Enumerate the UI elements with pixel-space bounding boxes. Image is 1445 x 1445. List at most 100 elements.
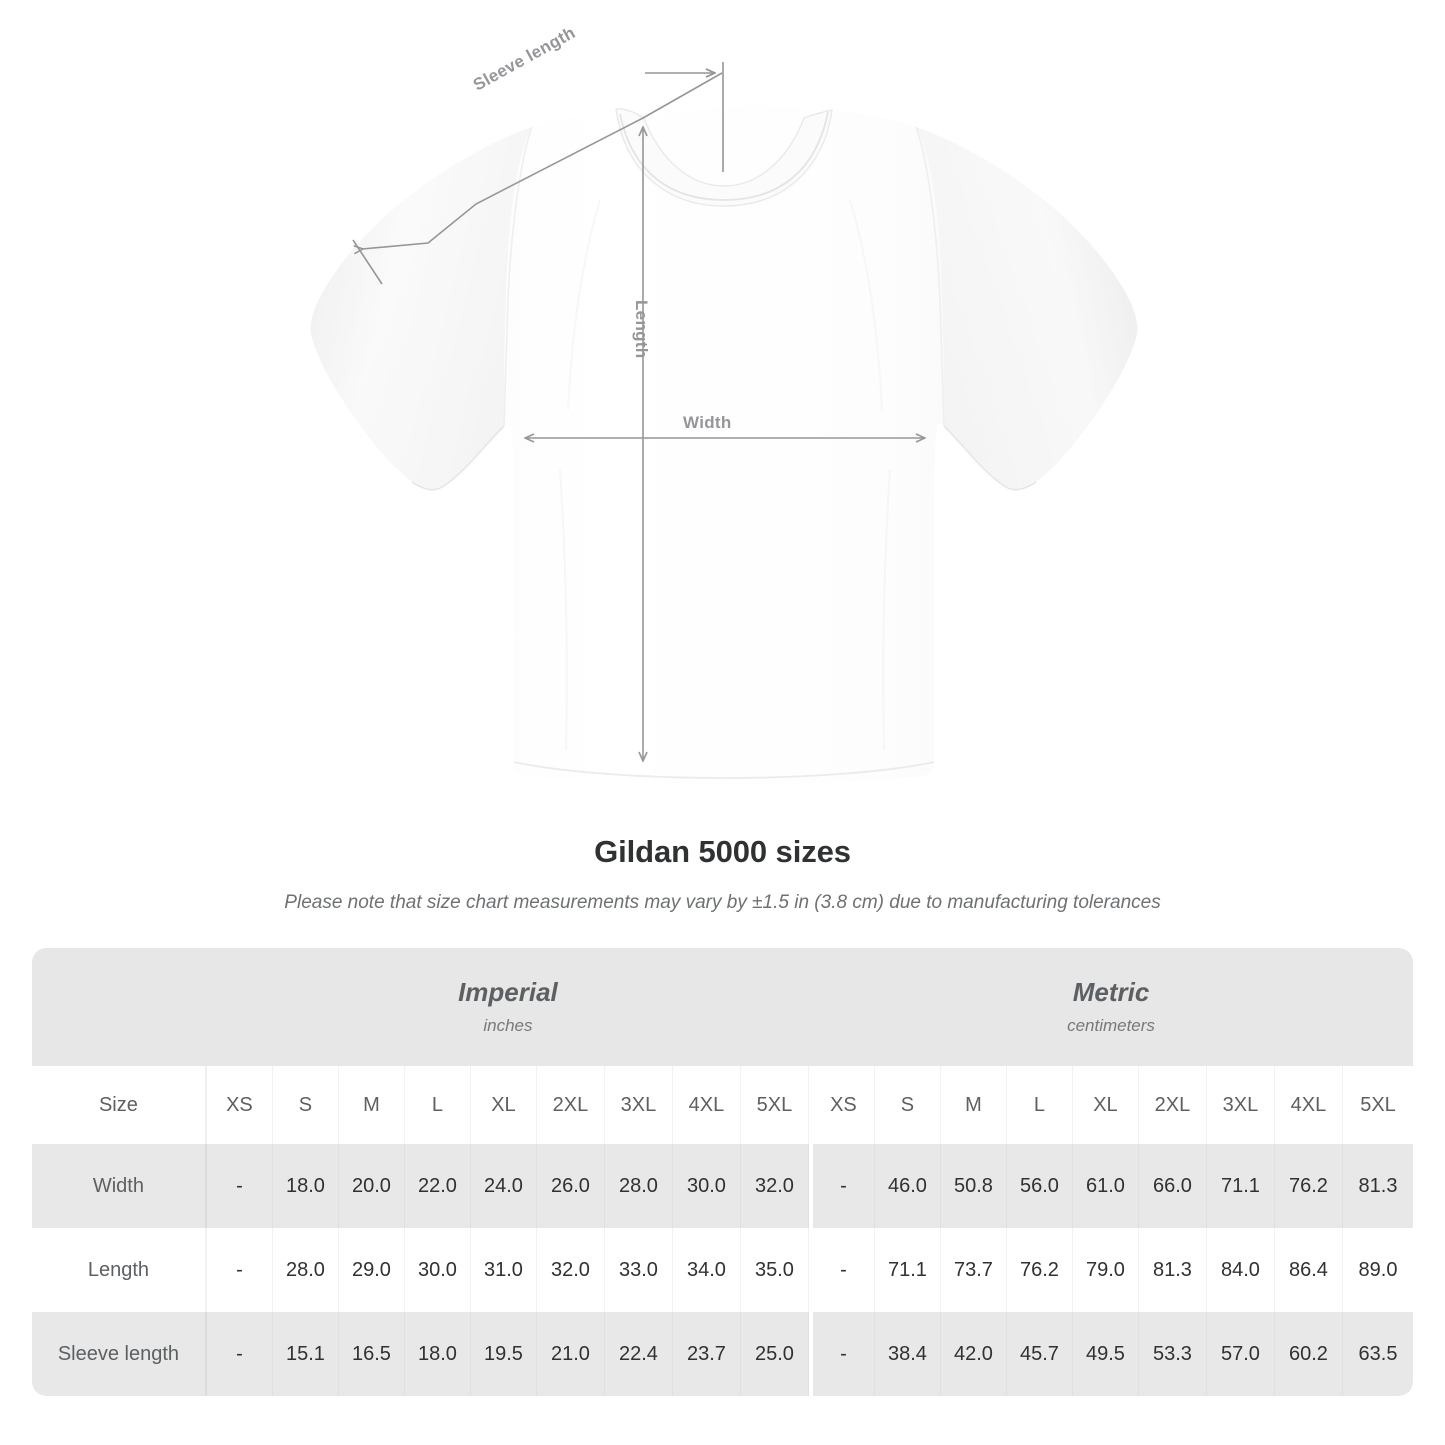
header-size-metric-5xl: 5XL bbox=[1342, 1066, 1414, 1144]
cell-length-imperial-xl: 31.0 bbox=[470, 1228, 537, 1312]
cell-width-metric-5xl: 81.3 bbox=[1342, 1144, 1414, 1228]
cell-width-metric-s: 46.0 bbox=[874, 1144, 941, 1228]
table-row: Sleeve length - 15.1 16.5 18.0 19.5 21.0… bbox=[31, 1312, 1414, 1396]
header-size-imperial-l: L bbox=[404, 1066, 471, 1144]
table-row: Length - 28.0 29.0 30.0 31.0 32.0 33.0 3… bbox=[31, 1228, 1414, 1312]
cell-length-imperial-s: 28.0 bbox=[272, 1228, 339, 1312]
cell-sleeve-metric-xs: - bbox=[808, 1312, 875, 1396]
cell-sleeve-imperial-5xl: 25.0 bbox=[740, 1312, 809, 1396]
cell-length-imperial-m: 29.0 bbox=[338, 1228, 405, 1312]
header-size-label: Size bbox=[31, 1066, 207, 1144]
row-label-length: Length bbox=[31, 1228, 207, 1312]
cell-sleeve-imperial-3xl: 22.4 bbox=[604, 1312, 673, 1396]
unit-banner-imperial: Imperial inches bbox=[206, 948, 809, 1066]
cell-width-metric-l: 56.0 bbox=[1006, 1144, 1073, 1228]
cell-width-metric-3xl: 71.1 bbox=[1206, 1144, 1275, 1228]
cell-length-metric-4xl: 86.4 bbox=[1274, 1228, 1343, 1312]
cell-length-imperial-l: 30.0 bbox=[404, 1228, 471, 1312]
cell-sleeve-metric-4xl: 60.2 bbox=[1274, 1312, 1343, 1396]
cell-sleeve-metric-s: 38.4 bbox=[874, 1312, 941, 1396]
cell-sleeve-imperial-s: 15.1 bbox=[272, 1312, 339, 1396]
tshirt-shape bbox=[310, 106, 1138, 785]
sleeve-length-guide bbox=[352, 72, 723, 285]
unit-banner-metric: Metric centimeters bbox=[808, 948, 1414, 1066]
header-size-metric-l: L bbox=[1006, 1066, 1073, 1144]
header-size-metric-4xl: 4XL bbox=[1274, 1066, 1343, 1144]
tshirt-illustration bbox=[310, 62, 1138, 785]
cell-width-imperial-2xl: 26.0 bbox=[536, 1144, 605, 1228]
size-table-container: Imperial inches Metric centimeters Size … bbox=[0, 914, 1445, 1396]
cell-length-imperial-xs: - bbox=[206, 1228, 273, 1312]
cell-width-metric-xs: - bbox=[808, 1144, 875, 1228]
cell-length-metric-2xl: 81.3 bbox=[1138, 1228, 1207, 1312]
unit-name-metric: Metric bbox=[1072, 976, 1150, 1007]
row-label-sleeve-length: Sleeve length bbox=[31, 1312, 207, 1396]
cell-width-metric-xl: 61.0 bbox=[1072, 1144, 1139, 1228]
cell-sleeve-metric-5xl: 63.5 bbox=[1342, 1312, 1414, 1396]
header-size-metric-2xl: 2XL bbox=[1138, 1066, 1207, 1144]
cell-width-imperial-l: 22.0 bbox=[404, 1144, 471, 1228]
cell-width-imperial-s: 18.0 bbox=[272, 1144, 339, 1228]
cell-sleeve-metric-xl: 49.5 bbox=[1072, 1312, 1139, 1396]
cell-length-imperial-5xl: 35.0 bbox=[740, 1228, 809, 1312]
cell-width-metric-2xl: 66.0 bbox=[1138, 1144, 1207, 1228]
unit-sub-metric: centimeters bbox=[1067, 1016, 1155, 1036]
cell-length-imperial-3xl: 33.0 bbox=[604, 1228, 673, 1312]
header-size-imperial-xs: XS bbox=[206, 1066, 273, 1144]
cell-length-metric-5xl: 89.0 bbox=[1342, 1228, 1414, 1312]
cell-sleeve-metric-2xl: 53.3 bbox=[1138, 1312, 1207, 1396]
cell-width-metric-m: 50.8 bbox=[940, 1144, 1007, 1228]
cell-sleeve-imperial-l: 18.0 bbox=[404, 1312, 471, 1396]
cell-sleeve-imperial-m: 16.5 bbox=[338, 1312, 405, 1396]
header-size-metric-s: S bbox=[874, 1066, 941, 1144]
cell-width-metric-4xl: 76.2 bbox=[1274, 1144, 1343, 1228]
header-size-metric-xl: XL bbox=[1072, 1066, 1139, 1144]
size-chart-table: Imperial inches Metric centimeters Size … bbox=[31, 948, 1414, 1396]
title-block: Gildan 5000 sizes Please note that size … bbox=[0, 830, 1445, 914]
width-dimension-label: Width bbox=[683, 413, 732, 432]
header-size-imperial-2xl: 2XL bbox=[536, 1066, 605, 1144]
cell-length-metric-m: 73.7 bbox=[940, 1228, 1007, 1312]
cell-width-imperial-3xl: 28.0 bbox=[604, 1144, 673, 1228]
cell-length-metric-xs: - bbox=[808, 1228, 875, 1312]
cell-sleeve-metric-l: 45.7 bbox=[1006, 1312, 1073, 1396]
header-size-imperial-3xl: 3XL bbox=[604, 1066, 673, 1144]
cell-width-imperial-5xl: 32.0 bbox=[740, 1144, 809, 1228]
header-size-imperial-m: M bbox=[338, 1066, 405, 1144]
cell-sleeve-imperial-4xl: 23.7 bbox=[672, 1312, 741, 1396]
cell-width-imperial-m: 20.0 bbox=[338, 1144, 405, 1228]
measurement-guides bbox=[352, 62, 924, 760]
unit-sub-imperial: inches bbox=[483, 1016, 533, 1036]
cell-length-imperial-4xl: 34.0 bbox=[672, 1228, 741, 1312]
unit-name-imperial: Imperial bbox=[458, 976, 558, 1007]
length-dimension-label: Length bbox=[632, 300, 651, 359]
header-size-metric-m: M bbox=[940, 1066, 1007, 1144]
header-size-imperial-xl: XL bbox=[470, 1066, 537, 1144]
header-size-imperial-4xl: 4XL bbox=[672, 1066, 741, 1144]
cell-width-imperial-xs: - bbox=[206, 1144, 273, 1228]
page-title: Gildan 5000 sizes bbox=[594, 834, 851, 869]
cell-sleeve-metric-m: 42.0 bbox=[940, 1312, 1007, 1396]
tolerance-note: Please note that size chart measurements… bbox=[284, 892, 1161, 913]
cell-sleeve-imperial-xl: 19.5 bbox=[470, 1312, 537, 1396]
header-size-metric-3xl: 3XL bbox=[1206, 1066, 1275, 1144]
cell-width-imperial-xl: 24.0 bbox=[470, 1144, 537, 1228]
shoulder-reference-guide bbox=[645, 62, 724, 172]
table-row: Width - 18.0 20.0 22.0 24.0 26.0 28.0 30… bbox=[31, 1144, 1414, 1228]
unit-banner-spacer bbox=[31, 948, 207, 1066]
header-size-imperial-s: S bbox=[272, 1066, 339, 1144]
cell-sleeve-imperial-xs: - bbox=[206, 1312, 273, 1396]
cell-sleeve-imperial-2xl: 21.0 bbox=[536, 1312, 605, 1396]
cell-length-metric-3xl: 84.0 bbox=[1206, 1228, 1275, 1312]
unit-banner-row: Imperial inches Metric centimeters bbox=[31, 948, 1414, 1066]
cell-length-imperial-2xl: 32.0 bbox=[536, 1228, 605, 1312]
cell-length-metric-l: 76.2 bbox=[1006, 1228, 1073, 1312]
cell-length-metric-s: 71.1 bbox=[874, 1228, 941, 1312]
row-label-width: Width bbox=[31, 1144, 207, 1228]
tshirt-diagram: Sleeve length Length Width bbox=[310, 23, 1138, 785]
cell-sleeve-metric-3xl: 57.0 bbox=[1206, 1312, 1275, 1396]
size-header-row: Size XS S M L XL 2XL 3XL 4XL 5XL XS S M … bbox=[31, 1066, 1414, 1144]
cell-length-metric-xl: 79.0 bbox=[1072, 1228, 1139, 1312]
header-size-metric-xs: XS bbox=[808, 1066, 875, 1144]
header-size-imperial-5xl: 5XL bbox=[740, 1066, 809, 1144]
